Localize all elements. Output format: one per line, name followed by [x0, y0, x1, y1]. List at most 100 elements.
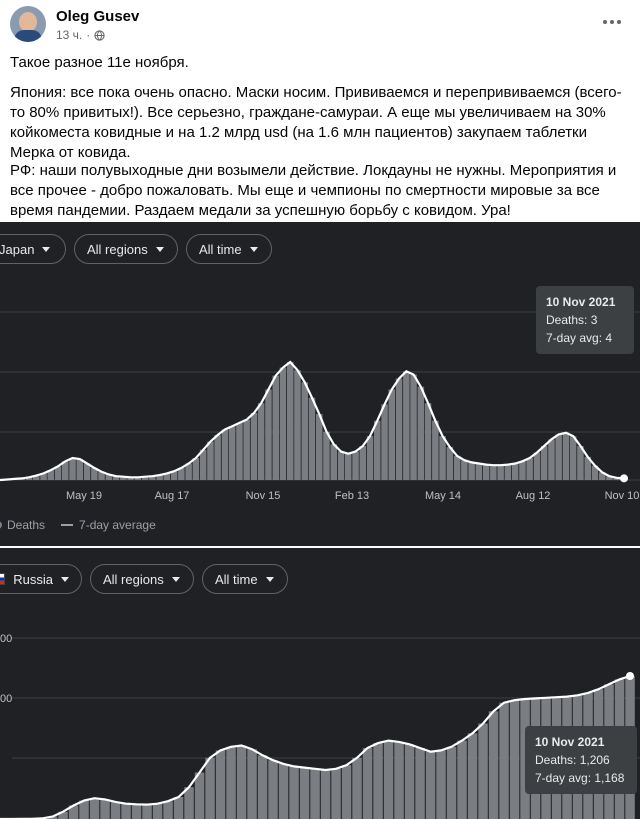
deaths-bar — [488, 711, 499, 819]
deaths-bar — [310, 768, 320, 819]
region-select[interactable]: All regions — [90, 564, 194, 594]
deaths-bar — [54, 466, 62, 480]
deaths-bar — [4, 479, 11, 480]
country-select-japan[interactable]: Japan — [0, 234, 66, 264]
author-name[interactable]: Oleg Gusev — [56, 8, 140, 25]
more-dot-icon — [610, 20, 614, 24]
region-select[interactable]: All regions — [74, 234, 178, 264]
deaths-bar — [584, 456, 591, 480]
deaths-bar — [415, 748, 425, 819]
deaths-bar — [257, 755, 268, 819]
deaths-bar — [519, 461, 526, 480]
deaths-bar — [446, 447, 454, 480]
russia-tooltip: 10 Nov 2021 Deaths: 1,206 7-day avg: 1,1… — [525, 726, 637, 794]
deaths-bar — [403, 371, 410, 480]
deaths-bar — [316, 414, 323, 480]
deaths-bar — [388, 389, 395, 480]
deaths-bar — [381, 404, 388, 480]
deaths-bar — [490, 465, 497, 480]
deaths-bar — [345, 453, 352, 480]
current-point-marker — [626, 672, 634, 680]
legend-deaths-swatch — [0, 521, 2, 529]
deaths-bar — [163, 801, 173, 819]
japan-deaths-chart[interactable]: May 19 Aug 17 Nov 15 Feb 13 May 14 Aug 12 Nov … — [0, 222, 640, 546]
post-time[interactable]: 13 ч. — [56, 28, 83, 42]
deaths-bar — [33, 475, 40, 480]
deaths-bar — [289, 766, 299, 819]
deaths-bar — [526, 458, 533, 480]
caret-down-icon — [171, 576, 180, 582]
country-label: Japan — [0, 241, 35, 257]
tooltip-deaths: Deaths: 1,206 — [535, 753, 610, 767]
period-select[interactable]: All time — [202, 564, 288, 594]
deaths-bar — [62, 461, 69, 480]
deaths-bar — [184, 787, 194, 819]
deaths-bar — [366, 436, 374, 480]
y-tick-label: 00 — [0, 633, 12, 645]
globe-icon — [94, 29, 105, 41]
deaths-bar — [69, 458, 76, 480]
deaths-bar — [301, 382, 308, 480]
deaths-bar — [331, 768, 341, 819]
deaths-bar — [76, 459, 83, 480]
period-label: All time — [199, 241, 242, 257]
more-options-button[interactable] — [600, 14, 624, 30]
legend-deaths-label: Deaths — [7, 518, 46, 532]
deaths-bar — [453, 455, 461, 480]
current-point-marker — [620, 474, 628, 483]
deaths-bar — [299, 767, 310, 819]
caret-down-icon — [249, 246, 258, 252]
deaths-bar — [394, 741, 404, 819]
deaths-bar — [504, 464, 512, 480]
deaths-bar — [226, 746, 236, 819]
country-select-russia[interactable]: Russia — [0, 564, 82, 594]
deaths-bar — [110, 801, 121, 819]
deaths-bar — [446, 746, 457, 819]
caret-down-icon — [61, 576, 69, 582]
x-tick-label: Nov 10 — [605, 490, 640, 502]
x-tick-label: May 14 — [425, 490, 461, 502]
period-select[interactable]: All time — [186, 234, 272, 264]
x-tick-label: Aug 12 — [516, 490, 551, 502]
deaths-bar — [194, 772, 205, 819]
deaths-bar — [320, 770, 331, 819]
deaths-bar — [98, 471, 105, 480]
legend-average-label: 7-day average — [79, 518, 156, 532]
tooltip-date: 10 Nov 2021 — [546, 295, 616, 309]
deaths-bar — [228, 426, 236, 480]
chart-divider — [0, 546, 640, 548]
deaths-bar — [173, 797, 184, 819]
deaths-bar — [330, 444, 337, 480]
tooltip-avg: 7-day avg: 4 — [546, 331, 613, 345]
deaths-bar — [236, 422, 243, 480]
deaths-bar — [279, 367, 287, 480]
deaths-bar — [79, 800, 89, 819]
deaths-bar — [131, 804, 142, 819]
deaths-bar — [478, 723, 488, 819]
deaths-bar — [83, 463, 91, 480]
deaths-bar — [278, 763, 289, 819]
deaths-bar — [268, 760, 278, 819]
deaths-bar — [425, 751, 436, 819]
caret-down-icon — [155, 246, 164, 252]
post-paragraph-1: Такое разное 11е ноября. — [10, 54, 189, 71]
deaths-bar — [577, 446, 584, 480]
deaths-bar — [170, 471, 178, 480]
deaths-bar — [294, 370, 301, 480]
avatar[interactable] — [10, 6, 46, 42]
avatar-face — [19, 12, 37, 32]
deaths-bar — [272, 375, 279, 480]
deaths-bar — [591, 465, 599, 480]
deaths-bar — [620, 478, 628, 480]
russia-flag-icon — [0, 573, 6, 585]
deaths-bar — [205, 757, 215, 819]
deaths-bar — [287, 362, 294, 480]
deaths-bar — [247, 749, 257, 819]
deaths-bar — [105, 474, 113, 480]
deaths-bar — [221, 429, 229, 480]
russia-chart-panel: Russia All regions All time 00 00 10 Nov… — [0, 548, 640, 819]
deaths-bar — [134, 477, 142, 480]
deaths-bar — [468, 462, 475, 480]
deaths-bar — [121, 803, 131, 819]
deaths-bar — [509, 700, 520, 819]
